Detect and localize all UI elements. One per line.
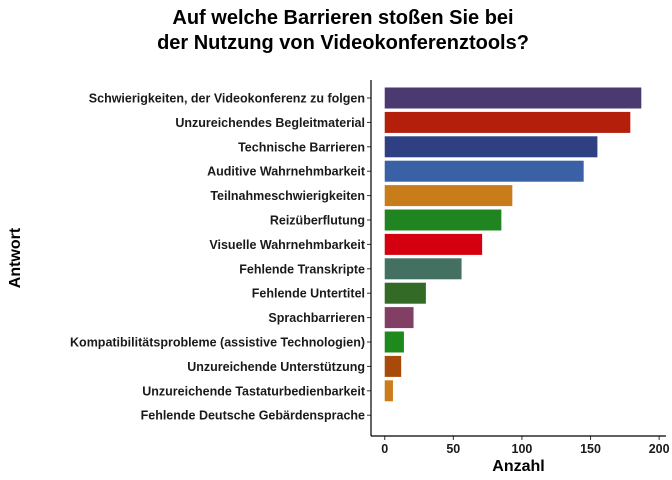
category-label-13: Fehlende Deutsche Gebärdensprache — [141, 409, 365, 423]
y-axis-title: Antwort — [7, 227, 24, 288]
chart-title-line-1: Auf welche Barrieren stoßen Sie bei — [172, 7, 514, 29]
bars-group — [384, 87, 642, 402]
x-tick-label-0: 0 — [381, 442, 388, 456]
x-tick-label-2: 100 — [512, 442, 533, 456]
bar-0 — [384, 87, 642, 109]
bar-8 — [384, 282, 426, 304]
bar-12 — [384, 380, 393, 402]
category-label-2: Technische Barrieren — [238, 140, 365, 154]
category-label-12: Unzureichende Tastaturbedienbarkeit — [142, 384, 366, 398]
x-axis-ticks: 0 50 100 150 200 — [367, 97, 670, 456]
x-axis-title: Anzahl — [492, 458, 544, 475]
category-label-4: Teilnahmeschwierigkeiten — [210, 189, 365, 203]
x-tick-label-1: 50 — [446, 442, 460, 456]
x-tick-label-4: 200 — [649, 442, 670, 456]
category-label-3: Auditive Wahrnehmbarkeit — [207, 165, 366, 179]
category-label-10: Kompatibilitätsprobleme (assistive Techn… — [70, 336, 365, 350]
bar-6 — [384, 233, 483, 255]
bar-10 — [384, 331, 404, 353]
category-label-0: Schwierigkeiten, der Videokonferenz zu f… — [89, 92, 365, 106]
bar-9 — [384, 307, 414, 329]
category-label-8: Fehlende Untertitel — [252, 287, 365, 301]
category-label-1: Unzureichendes Begleitmaterial — [175, 116, 365, 130]
category-label-6: Visuelle Wahrnehmbarkeit — [209, 238, 365, 252]
bar-1 — [384, 111, 631, 133]
category-labels: Schwierigkeiten, der Videokonferenz zu f… — [70, 92, 366, 423]
bar-3 — [384, 160, 584, 182]
bar-4 — [384, 185, 513, 207]
x-tick-label-3: 150 — [580, 442, 601, 456]
category-label-7: Fehlende Transkripte — [239, 262, 365, 276]
chart-title: Auf welche Barrieren stoßen Sie bei der … — [0, 6, 672, 56]
bar-5 — [384, 209, 502, 231]
category-label-11: Unzureichende Unterstützung — [187, 360, 365, 374]
bar-2 — [384, 136, 598, 158]
category-label-9: Sprachbarrieren — [268, 311, 365, 325]
chart-title-line-2: der Nutzung von Videokonferenztools? — [157, 32, 529, 54]
bar-11 — [384, 355, 402, 377]
bar-7 — [384, 258, 462, 280]
category-label-5: Reizüberflutung — [270, 214, 365, 228]
